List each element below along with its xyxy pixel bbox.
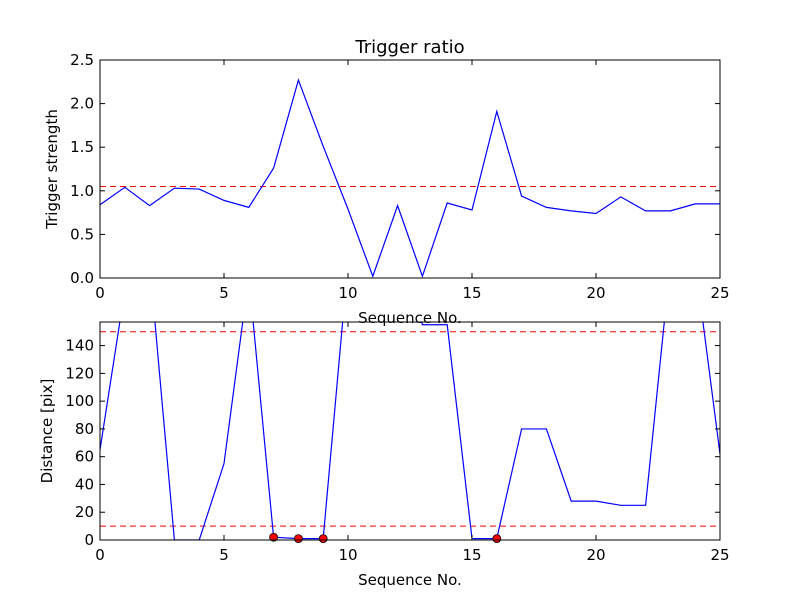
- x-axis-label: Sequence No.: [358, 571, 462, 589]
- y-tick-label: 60: [75, 448, 94, 466]
- y-tick-label: 0.5: [70, 225, 94, 243]
- series-line: [100, 78, 720, 278]
- data-point-marker: [492, 534, 502, 544]
- x-tick-label: 0: [95, 546, 105, 564]
- y-tick-label: 1.0: [70, 182, 94, 200]
- data-point-marker: [293, 534, 303, 544]
- x-tick-label: 25: [710, 546, 729, 564]
- x-tick-label: 15: [462, 284, 481, 302]
- x-tick-label: 20: [586, 284, 605, 302]
- x-tick-label: 10: [338, 546, 357, 564]
- y-tick-label: 100: [65, 392, 94, 410]
- x-tick-label: 20: [586, 546, 605, 564]
- x-tick-label: 0: [95, 284, 105, 302]
- axes-frame: [99, 321, 721, 541]
- y-tick-label: 2.0: [70, 95, 94, 113]
- y-tick-label: 80: [75, 420, 94, 438]
- y-axis-label: Trigger strength: [43, 109, 61, 230]
- axes-frame: [99, 59, 721, 279]
- y-tick-label: 1.5: [70, 138, 94, 156]
- plot-area: 0 5 10 15 20 25 0.0 0.5 1.0 1.5 2.0 2.5: [70, 51, 729, 302]
- chart-title: Trigger ratio: [354, 37, 464, 58]
- y-tick-label: 0.0: [70, 269, 94, 287]
- y-tick-label: 140: [65, 337, 94, 355]
- x-tick-label: 10: [338, 284, 357, 302]
- data-point-marker: [269, 532, 279, 542]
- data-point-marker: [318, 534, 328, 544]
- plot-area: 0 5 10 15 20 25 0 20 40 60 80 100 120 140: [65, 321, 730, 564]
- series-line: [100, 322, 720, 540]
- trigger-ratio-chart: Trigger ratio Sequence No. Trigger stren…: [43, 37, 730, 327]
- x-tick-label: 5: [219, 546, 229, 564]
- y-tick-label: 0: [84, 531, 94, 549]
- x-tick-label: 5: [219, 284, 229, 302]
- y-tick-label: 120: [65, 364, 94, 382]
- distance-chart: Sequence No. Distance [pix] 0 5 10 15 20 25 0 2…: [38, 321, 730, 589]
- x-tick-label: 25: [710, 284, 729, 302]
- y-tick-label: 2.5: [70, 51, 94, 69]
- x-tick-label: 15: [462, 546, 481, 564]
- y-tick-label: 20: [75, 503, 94, 521]
- y-tick-label: 40: [75, 475, 94, 493]
- y-axis-label: Distance [pix]: [38, 379, 56, 484]
